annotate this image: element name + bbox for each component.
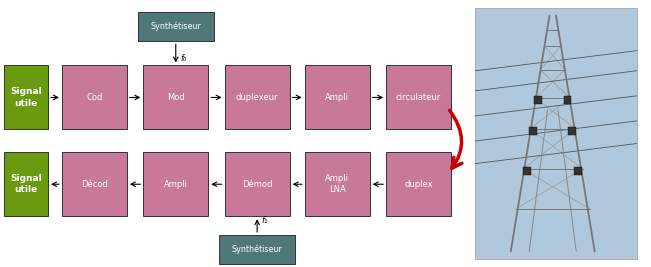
Text: Signal
utile: Signal utile xyxy=(10,87,42,108)
FancyBboxPatch shape xyxy=(564,96,572,104)
FancyBboxPatch shape xyxy=(219,235,295,264)
FancyBboxPatch shape xyxy=(62,65,127,129)
Text: Synthétiseur: Synthétiseur xyxy=(150,22,201,32)
FancyBboxPatch shape xyxy=(534,96,542,104)
FancyBboxPatch shape xyxy=(568,127,576,135)
FancyBboxPatch shape xyxy=(4,65,48,129)
FancyBboxPatch shape xyxy=(523,167,531,175)
FancyBboxPatch shape xyxy=(475,8,637,259)
FancyBboxPatch shape xyxy=(62,152,127,216)
Text: Signal
utile: Signal utile xyxy=(10,174,42,194)
Text: Ampli
LNA: Ampli LNA xyxy=(326,174,349,194)
FancyBboxPatch shape xyxy=(386,65,451,129)
FancyBboxPatch shape xyxy=(143,152,208,216)
Text: Ampli: Ampli xyxy=(164,180,187,189)
FancyBboxPatch shape xyxy=(386,152,451,216)
FancyBboxPatch shape xyxy=(305,152,370,216)
Text: Démod: Démod xyxy=(242,180,272,189)
Text: Ampli: Ampli xyxy=(326,93,349,102)
FancyBboxPatch shape xyxy=(305,65,370,129)
Text: Mod: Mod xyxy=(167,93,185,102)
Text: duplex: duplex xyxy=(404,180,433,189)
FancyBboxPatch shape xyxy=(574,167,582,175)
Text: Cod: Cod xyxy=(86,93,103,102)
Text: f₀: f₀ xyxy=(180,54,187,63)
Text: Synthétiseur: Synthétiseur xyxy=(232,245,283,254)
Text: f₁: f₁ xyxy=(262,216,268,225)
FancyBboxPatch shape xyxy=(143,65,208,129)
Text: circulateur: circulateur xyxy=(396,93,441,102)
FancyBboxPatch shape xyxy=(138,12,214,41)
FancyBboxPatch shape xyxy=(225,65,290,129)
FancyBboxPatch shape xyxy=(225,152,290,216)
Text: Décod: Décod xyxy=(81,180,108,189)
FancyBboxPatch shape xyxy=(4,152,48,216)
FancyBboxPatch shape xyxy=(529,127,537,135)
Text: duplexeur: duplexeur xyxy=(236,93,279,102)
